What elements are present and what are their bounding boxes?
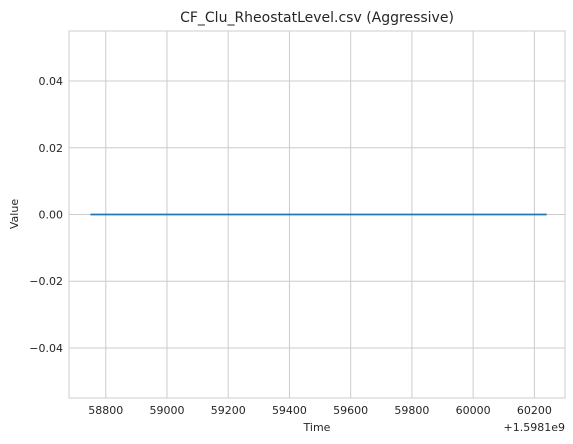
- x-tick-label: 59400: [272, 404, 307, 417]
- plot-frame: [68, 30, 566, 399]
- y-tick-label: 0.04: [39, 75, 64, 88]
- y-tick-label: −0.04: [29, 342, 63, 355]
- x-tick-label: 59000: [149, 404, 184, 417]
- x-tick-label: 59800: [394, 404, 429, 417]
- y-tick-label: 0.02: [39, 142, 64, 155]
- y-tick-labels: −0.04 −0.02 0.00 0.02 0.04: [29, 75, 63, 355]
- x-tick-label: 59600: [333, 404, 368, 417]
- x-tick-label: 60000: [456, 404, 491, 417]
- chart-title: CF_Clu_RheostatLevel.csv (Aggressive): [180, 10, 454, 26]
- x-axis-label: Time: [303, 421, 331, 434]
- y-axis-label: Value: [8, 199, 21, 229]
- y-tick-label: 0.00: [39, 209, 64, 222]
- x-tick-label: 60200: [517, 404, 552, 417]
- x-offset-label: +1.5981e9: [504, 421, 565, 434]
- y-tick-label: −0.02: [29, 275, 63, 288]
- x-tick-label: 58800: [88, 404, 123, 417]
- x-tick-label: 59200: [211, 404, 246, 417]
- x-tick-labels: 58800 59000 59200 59400 59600 59800 60000 60200: [88, 404, 552, 417]
